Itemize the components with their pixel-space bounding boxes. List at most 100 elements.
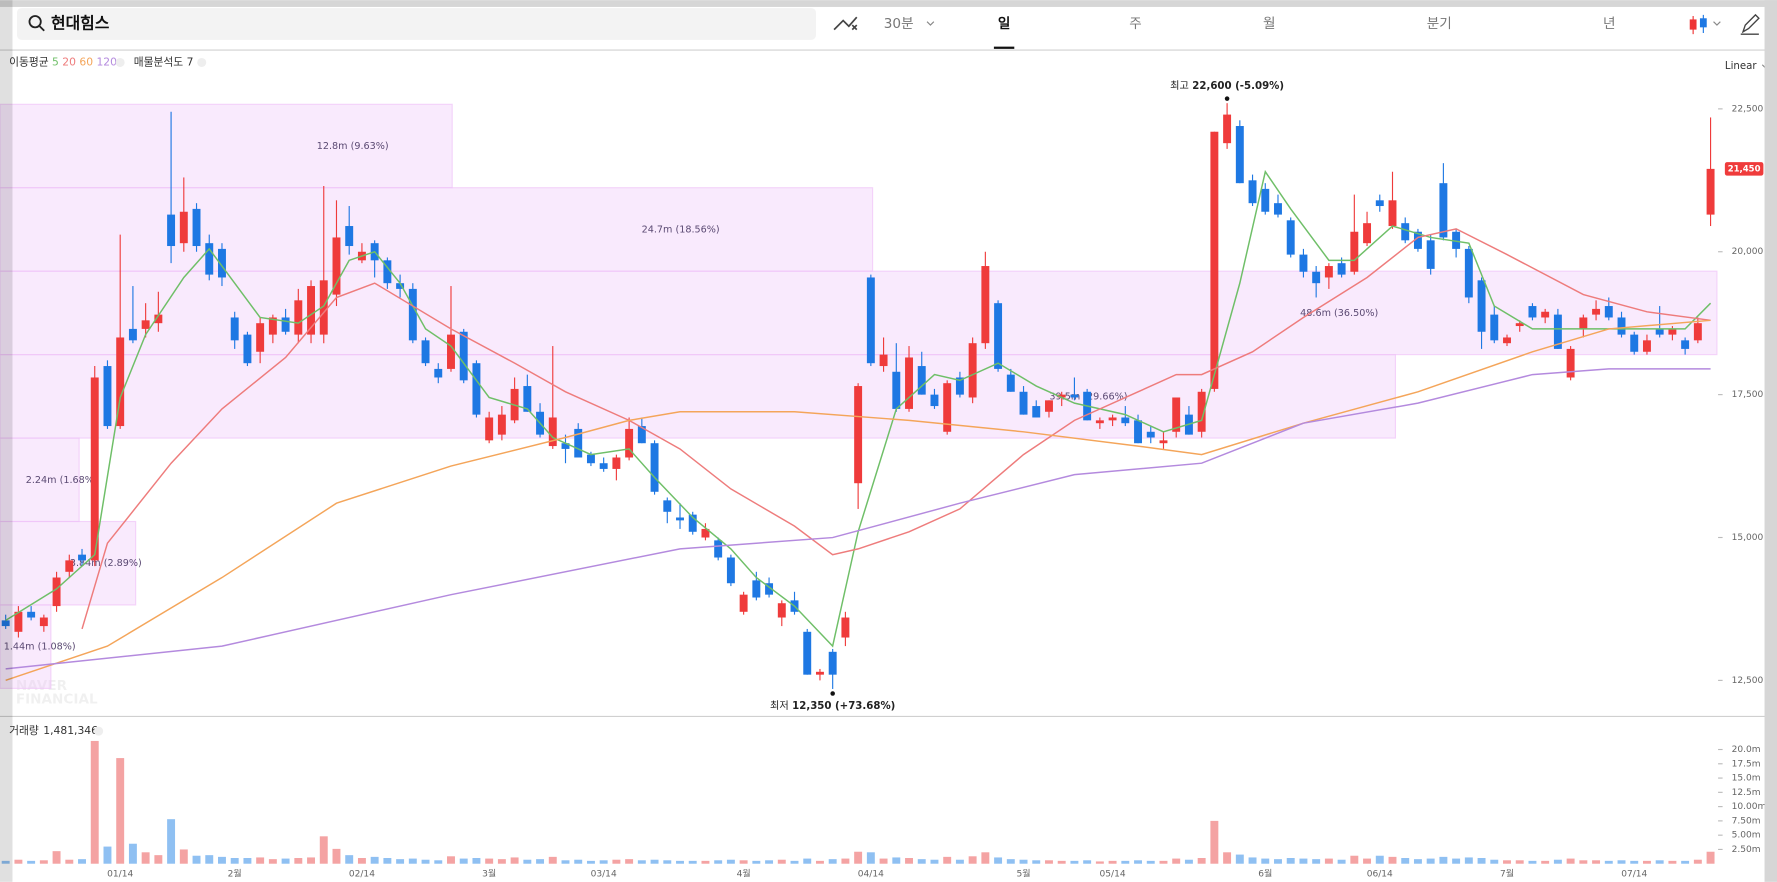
draw-icon[interactable] (1740, 13, 1760, 35)
candle-body (14, 611, 23, 632)
search-text[interactable]: 현대힘스 (51, 13, 110, 32)
volume-bar (523, 859, 532, 864)
volume-bar (1630, 860, 1639, 864)
x-tick-label: 02/14 (349, 869, 375, 879)
volume-bar (332, 848, 341, 864)
scale-select[interactable]: Linear (1725, 61, 1757, 72)
candle-body (1668, 328, 1677, 335)
candle-body (1681, 340, 1690, 349)
candle-body (1592, 308, 1601, 315)
volume-bar (167, 819, 176, 864)
volume-bar (612, 859, 621, 864)
candle-body (1541, 311, 1550, 318)
volume-tick-label: 5.00m (1732, 831, 1761, 841)
candle-body (701, 528, 710, 538)
volume-profile-box (0, 187, 874, 272)
icon-part (1699, 18, 1707, 28)
volume-bar (917, 859, 926, 864)
high-dot (1224, 96, 1230, 101)
candle-body (663, 500, 672, 512)
volume-bar (1032, 860, 1041, 864)
volume-bar (243, 858, 252, 864)
period-tab[interactable]: 년 (1603, 16, 1616, 32)
volume-bar (218, 856, 226, 864)
y-tick-label: 17,500 (1732, 390, 1764, 400)
candle-body (714, 540, 723, 558)
candle-body (1655, 328, 1664, 335)
ma-legend-group[interactable]: 이동평균 5 20 60 120 (9, 55, 117, 68)
candle-body (1350, 231, 1359, 272)
volume-bar (815, 860, 824, 864)
close-icon[interactable] (115, 57, 125, 68)
period-tab[interactable]: 주 (1129, 16, 1142, 32)
volume-bar (663, 860, 672, 864)
volume-bar (905, 858, 913, 864)
period-tab[interactable]: 일 (998, 16, 1011, 32)
search-box[interactable] (16, 8, 816, 40)
volume-bar (1045, 860, 1053, 864)
volume-bar (1388, 856, 1397, 864)
volume-bar (1108, 860, 1117, 864)
indicator-icon[interactable] (833, 16, 858, 31)
volume-bar (726, 859, 735, 864)
volume-profile-label: 1.44m (1.08%) (4, 642, 76, 653)
candle-body (1223, 114, 1232, 144)
volume-bar (650, 859, 659, 864)
volume-bar (777, 859, 786, 864)
candle-body (281, 317, 290, 332)
interval-select[interactable]: 30분 (884, 16, 914, 32)
candle-body (968, 343, 977, 398)
candle-body (1286, 220, 1295, 255)
candle-body (1706, 168, 1715, 215)
search-icon[interactable] (28, 15, 42, 29)
period-tab[interactable]: 월 (1263, 16, 1275, 32)
high-label: 22,600 (-5.09%) (1192, 81, 1284, 92)
volume-bar (1439, 856, 1448, 864)
volume-bar (497, 859, 506, 864)
candle-body (294, 300, 303, 335)
volume-bar (1541, 860, 1550, 864)
high-annotation: 최고 22,600 (-5.09%) (1170, 80, 1284, 92)
volume-bar (1477, 858, 1486, 864)
high-prefix: 최고 (1170, 80, 1189, 92)
candle-body (1057, 394, 1066, 398)
candle-body (1159, 440, 1168, 444)
volume-bar (866, 852, 875, 864)
volume-bar (828, 859, 837, 864)
volume-bar (1617, 860, 1626, 864)
volume-profile-label: 48.6m (36.50%) (1300, 308, 1378, 319)
volume-bar (472, 858, 481, 864)
candle-body (765, 583, 774, 595)
x-tick-label: 6월 (1258, 867, 1272, 879)
candle-body (650, 443, 659, 492)
profile-legend[interactable]: 매물분석도 7 (134, 55, 194, 68)
candle-body (1693, 323, 1702, 341)
candle-body (586, 454, 595, 464)
volume-bar (1490, 859, 1499, 864)
candle-body (103, 366, 112, 427)
period-tab[interactable]: 분기 (1427, 16, 1452, 32)
candle-body (1108, 417, 1117, 421)
volume-bar (1528, 860, 1537, 864)
volume-bar (1083, 860, 1092, 864)
candle-body (1566, 348, 1575, 378)
volume-bar (1503, 860, 1511, 864)
volume-bar (955, 859, 964, 864)
volume-bar (1248, 857, 1257, 864)
candle-body (141, 320, 150, 329)
candle-body (726, 557, 735, 584)
close-icon[interactable] (197, 57, 207, 68)
volume-bar (154, 855, 163, 864)
x-tick-label: 06/14 (1367, 869, 1393, 879)
candle-body (1579, 317, 1588, 329)
candle-type-icon[interactable] (1689, 14, 1707, 35)
volume-bar (1681, 860, 1690, 864)
y-tick-label: 12,500 (1732, 676, 1764, 686)
x-tick-label: 07/14 (1621, 869, 1647, 879)
candle-body (1515, 323, 1524, 327)
icon-part (1689, 19, 1697, 30)
volume-bar (981, 852, 990, 864)
volume-bar (561, 860, 570, 864)
volume-bar (1604, 860, 1613, 864)
close-icon[interactable] (94, 726, 104, 736)
